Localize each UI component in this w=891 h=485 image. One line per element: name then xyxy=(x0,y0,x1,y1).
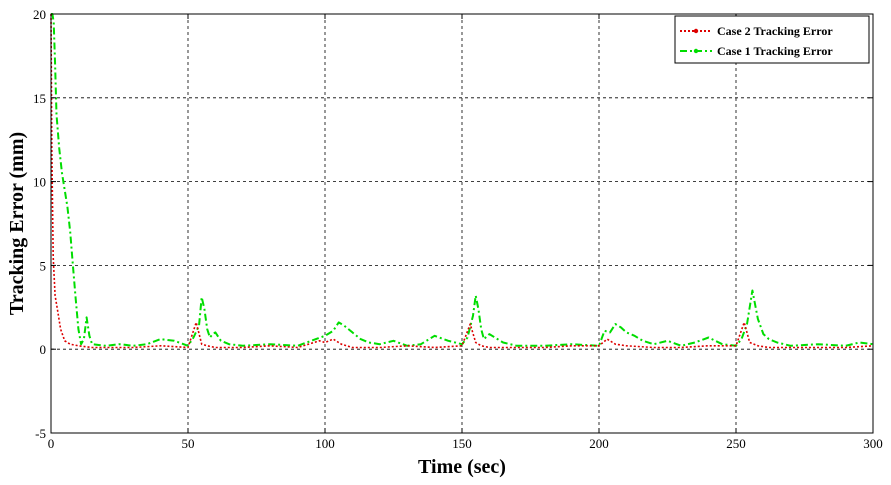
y-axis-label: Tracking Error (mm) xyxy=(6,132,28,315)
x-tick-label: 250 xyxy=(726,436,746,451)
legend-label: Case 1 Tracking Error xyxy=(717,44,833,58)
y-tick-label: 0 xyxy=(40,342,47,357)
legend-box xyxy=(674,15,870,64)
series-line-case-1 xyxy=(51,13,874,347)
legend: Case 2 Tracking Error Case 1 Tracking Err… xyxy=(674,15,870,64)
legend-label: Case 2 Tracking Error xyxy=(717,24,833,38)
x-tick-label: 0 xyxy=(48,436,55,451)
grid-lines xyxy=(51,14,873,433)
y-tick-label: 20 xyxy=(33,7,46,22)
x-axis-label: Time (sec) xyxy=(418,456,506,478)
legend-marker xyxy=(693,28,699,34)
series-line-case-2 xyxy=(50,13,874,349)
y-tick-label: 15 xyxy=(33,91,46,106)
legend-marker xyxy=(693,48,699,54)
x-tick-label: 50 xyxy=(182,436,195,451)
y-tick-label: -5 xyxy=(35,426,46,441)
x-tick-label: 300 xyxy=(863,436,883,451)
x-tick-label: 150 xyxy=(452,436,472,451)
x-tick-label: 200 xyxy=(589,436,609,451)
x-tick-label: 100 xyxy=(315,436,335,451)
y-tick-label: 10 xyxy=(33,175,46,190)
series-layer xyxy=(50,13,874,349)
y-tick-label: 5 xyxy=(40,258,47,273)
